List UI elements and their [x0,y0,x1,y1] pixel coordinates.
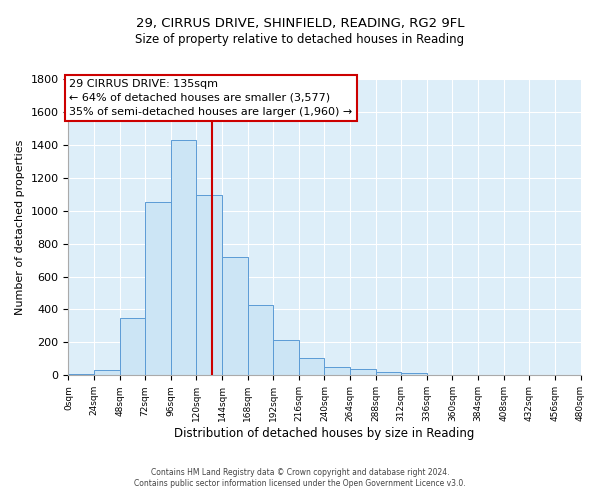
Bar [350,369,376,376]
Bar [222,257,248,376]
Bar [376,372,401,376]
Bar [325,367,350,376]
Y-axis label: Number of detached properties: Number of detached properties [15,140,25,315]
Bar [299,358,325,376]
Bar [248,304,273,376]
Bar [145,202,171,376]
Bar [94,370,119,376]
X-axis label: Distribution of detached houses by size in Reading: Distribution of detached houses by size … [174,427,475,440]
Text: 29 CIRRUS DRIVE: 135sqm
← 64% of detached houses are smaller (3,577)
35% of semi: 29 CIRRUS DRIVE: 135sqm ← 64% of detache… [70,79,353,117]
Bar [68,374,94,376]
Text: Size of property relative to detached houses in Reading: Size of property relative to detached ho… [136,32,464,46]
Bar [196,195,222,376]
Text: 29, CIRRUS DRIVE, SHINFIELD, READING, RG2 9FL: 29, CIRRUS DRIVE, SHINFIELD, READING, RG… [136,18,464,30]
Bar [273,340,299,376]
Bar [427,374,452,376]
Bar [119,318,145,376]
Bar [401,374,427,376]
Text: Contains HM Land Registry data © Crown copyright and database right 2024.
Contai: Contains HM Land Registry data © Crown c… [134,468,466,487]
Bar [171,140,196,376]
